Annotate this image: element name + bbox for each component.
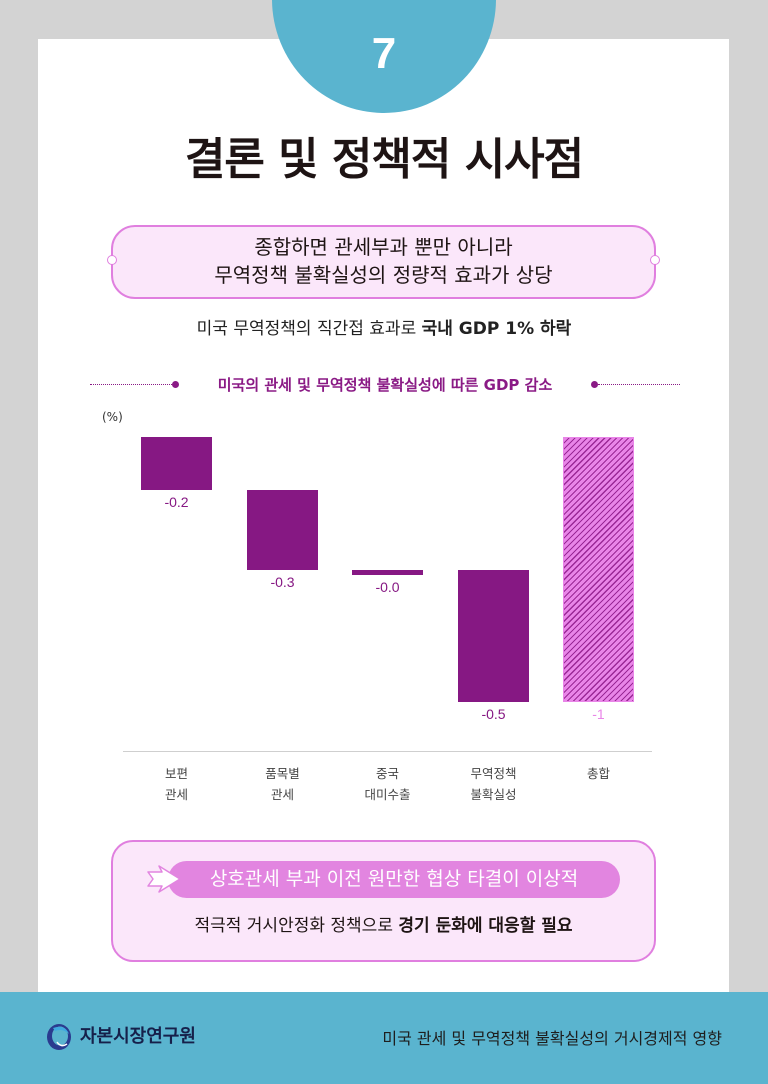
bar-item-tariff — [247, 490, 318, 570]
value-label: -0.0 — [375, 578, 400, 595]
dotted-line-left — [90, 384, 172, 385]
kcmi-logo-icon — [47, 1024, 71, 1050]
policy-text: 적극적 거시안정화 정책으로 — [194, 916, 399, 936]
footer — [0, 992, 768, 1084]
policy-recommendation: 적극적 거시안정화 정책으로 경기 둔화에 대응할 필요 — [111, 913, 656, 939]
policy-box — [111, 840, 656, 962]
dotted-line-right — [598, 384, 680, 385]
bar-china-exports — [352, 569, 423, 575]
bar-universal-tariff — [141, 437, 212, 490]
summary-box: 종합하면 관세부과 뿐만 아니라 무역정책 불확실성의 정량적 효과가 상당 — [107, 225, 660, 299]
category-label: 무역정책 불확실성 — [470, 766, 517, 802]
category-label: 보편 관세 — [164, 766, 188, 802]
category-label: 품목별 관세 — [265, 766, 300, 802]
value-label: -0.3 — [270, 573, 295, 590]
x-axis-line — [123, 751, 652, 752]
report-title: 미국 관세 및 무역정책 불확실성의 거시경제적 영향 — [382, 1029, 722, 1048]
key-finding-text: 미국 무역정책의 직간접 효과로 — [196, 319, 422, 339]
value-label: -0.2 — [164, 494, 189, 510]
bar-total — [563, 437, 634, 702]
category-label: 중국 대미수출 — [364, 766, 411, 802]
highlight-text: 상호관세 부과 이전 원만한 협상 타결이 이상적 — [209, 868, 579, 890]
key-finding-bold: 국내 GDP 1% 하락 — [421, 319, 572, 339]
dot-marker-left — [172, 381, 179, 388]
chart-title: 미국의 관세 및 무역정책 불확실성에 따른 GDP 감소 — [217, 376, 553, 394]
dot-marker-right — [591, 381, 598, 388]
policy-text-bold: 경기 둔화에 대응할 필요 — [398, 916, 573, 936]
arrow-icon — [147, 865, 181, 893]
org-name: 자본시장연구원 — [80, 1026, 196, 1047]
page-number: 7 — [371, 29, 397, 78]
connector-dot-right — [650, 255, 660, 265]
bar-trade-uncertainty — [458, 569, 529, 702]
key-finding: 미국 무역정책의 직간접 효과로 국내 GDP 1% 하락 — [0, 316, 768, 342]
summary-line-1: 종합하면 관세부과 뿐만 아니라 — [254, 235, 513, 259]
highlight-pill — [168, 861, 620, 898]
y-axis-unit: (%) — [102, 410, 123, 424]
category-label: 총합 — [586, 766, 610, 781]
page-title: 결론 및 정책적 시사점 — [184, 134, 584, 185]
summary-line-2: 무역정책 불확실성의 정량적 효과가 상당 — [214, 263, 553, 287]
value-label-total: -1 — [592, 706, 605, 722]
value-label: -0.5 — [481, 706, 506, 722]
chart-header: 미국의 관세 및 무역정책 불확실성에 따른 GDP 감소 — [90, 374, 680, 396]
connector-dot-left — [107, 255, 117, 265]
